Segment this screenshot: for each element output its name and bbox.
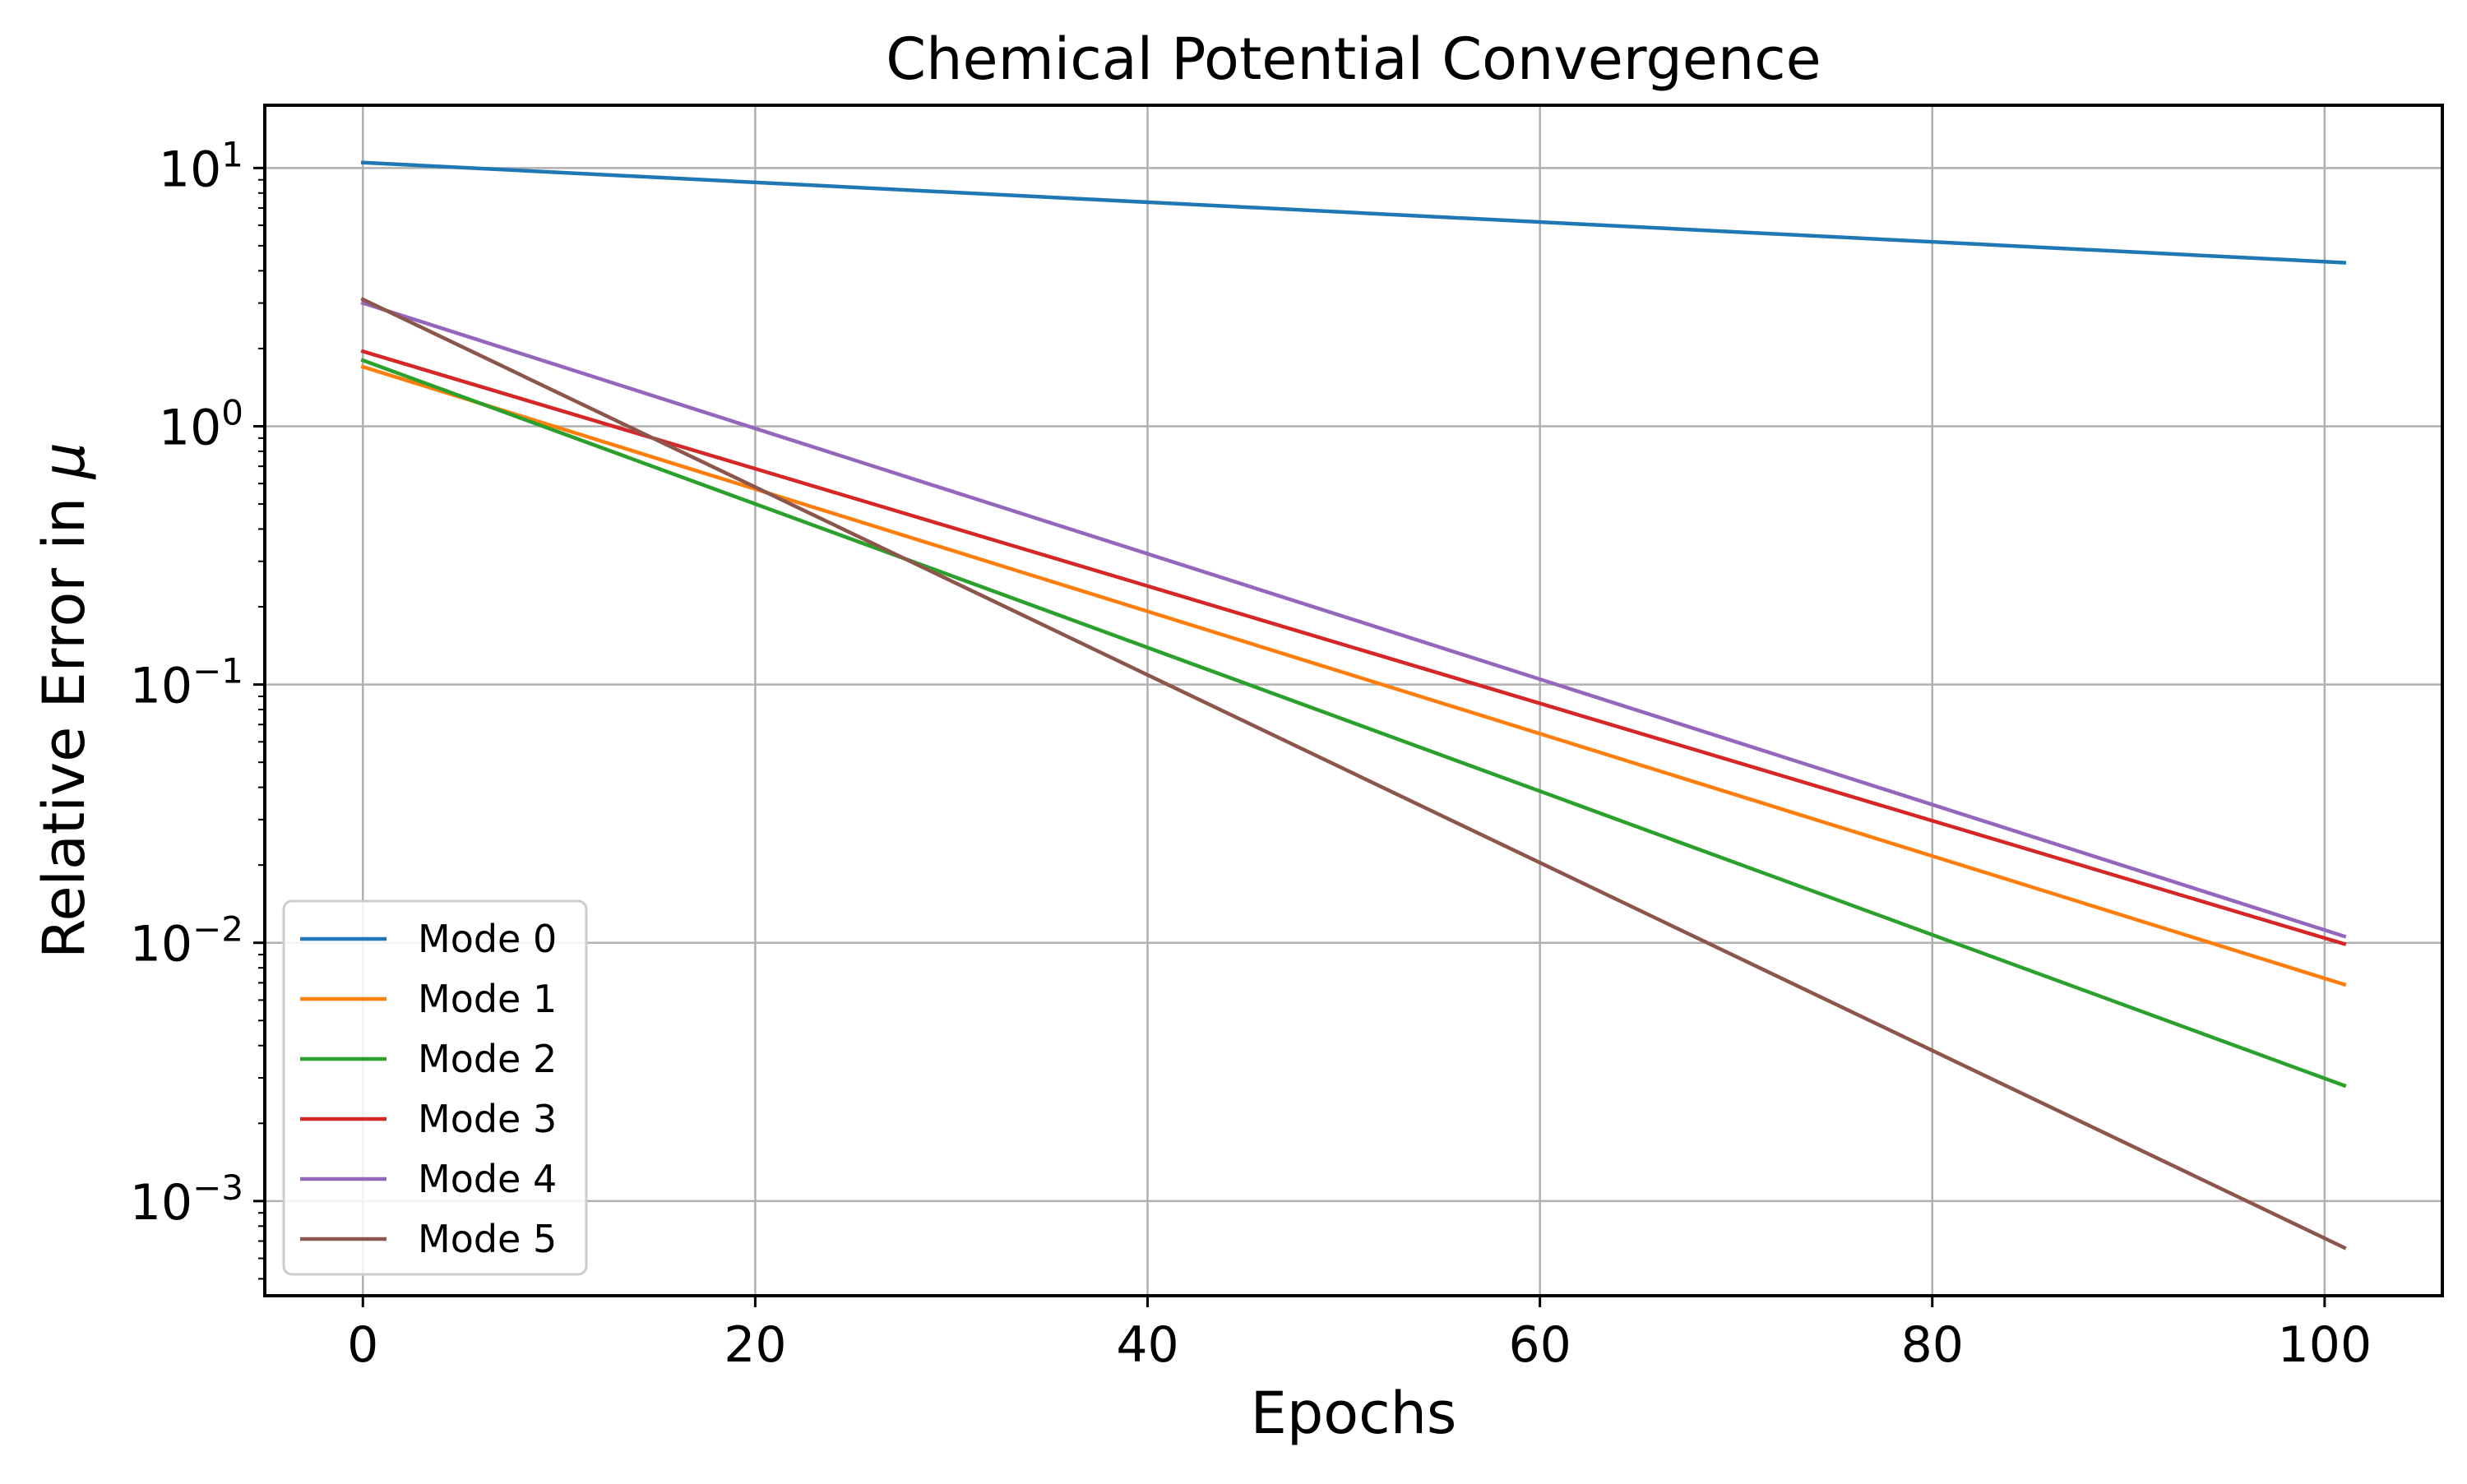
- y-tick-label: 10−3: [130, 1167, 243, 1232]
- y-tick-exponent: −3: [192, 1167, 243, 1208]
- x-tick-label: 80: [1901, 1316, 1964, 1374]
- y-tick-base: 10: [130, 658, 192, 715]
- series-line-mode-1: [360, 364, 2347, 987]
- legend-label-mode-4: Mode 4: [418, 1157, 557, 1201]
- y-axis-label-symbol: μ: [30, 442, 98, 480]
- x-tick-label: 40: [1116, 1316, 1178, 1374]
- series-line-mode-5: [360, 297, 2347, 1251]
- series-line-mode-3: [360, 349, 2347, 946]
- y-tick-exponent: −1: [192, 651, 243, 691]
- y-tick-base: 10: [130, 1174, 192, 1232]
- y-tick-label: 10−1: [130, 651, 243, 715]
- x-tick-label: 20: [724, 1316, 786, 1374]
- series-line-mode-2: [360, 358, 2347, 1089]
- y-tick-label: 100: [159, 392, 243, 456]
- series-line-mode-4: [360, 300, 2347, 939]
- x-tick-label: 60: [1508, 1316, 1571, 1374]
- legend-label-mode-2: Mode 2: [418, 1037, 557, 1081]
- legend-label-mode-1: Mode 1: [418, 977, 557, 1021]
- y-tick-exponent: 0: [221, 392, 243, 432]
- x-axis-ticks: 0 20 40 60 80 100: [347, 1296, 2372, 1374]
- y-tick-base: 10: [159, 141, 221, 198]
- y-axis-label-text: Relative Error in: [30, 479, 98, 959]
- y-tick-base: 10: [130, 916, 192, 973]
- legend-items: Mode 0 Mode 1 Mode 2 Mode 3 Mode 4 Mode 5: [300, 917, 557, 1261]
- legend-box: [282, 899, 588, 1276]
- series-line-mode-0: [360, 160, 2347, 265]
- y-tick-label: 10−2: [130, 909, 243, 973]
- legend-label-mode-5: Mode 5: [418, 1217, 557, 1261]
- legend-label-mode-0: Mode 0: [418, 917, 557, 961]
- x-tick-label: 100: [2278, 1316, 2372, 1374]
- y-tick-label: 101: [159, 134, 243, 198]
- y-tick-base: 10: [159, 399, 221, 456]
- y-axis-label: Relative Error in μ: [30, 442, 98, 959]
- x-axis-label: Epochs: [1251, 1380, 1457, 1447]
- series-layer: [360, 160, 2347, 1251]
- chart-title: Chemical Potential Convergence: [886, 25, 1821, 93]
- y-tick-exponent: −2: [192, 909, 243, 950]
- legend-label-mode-3: Mode 3: [418, 1097, 557, 1141]
- y-tick-exponent: 1: [221, 134, 243, 174]
- plot-area-frame: [263, 104, 2444, 1297]
- x-tick-label: 0: [347, 1316, 378, 1374]
- chart-legend: Mode 0 Mode 1 Mode 2 Mode 3 Mode 4 Mode 5: [282, 899, 588, 1276]
